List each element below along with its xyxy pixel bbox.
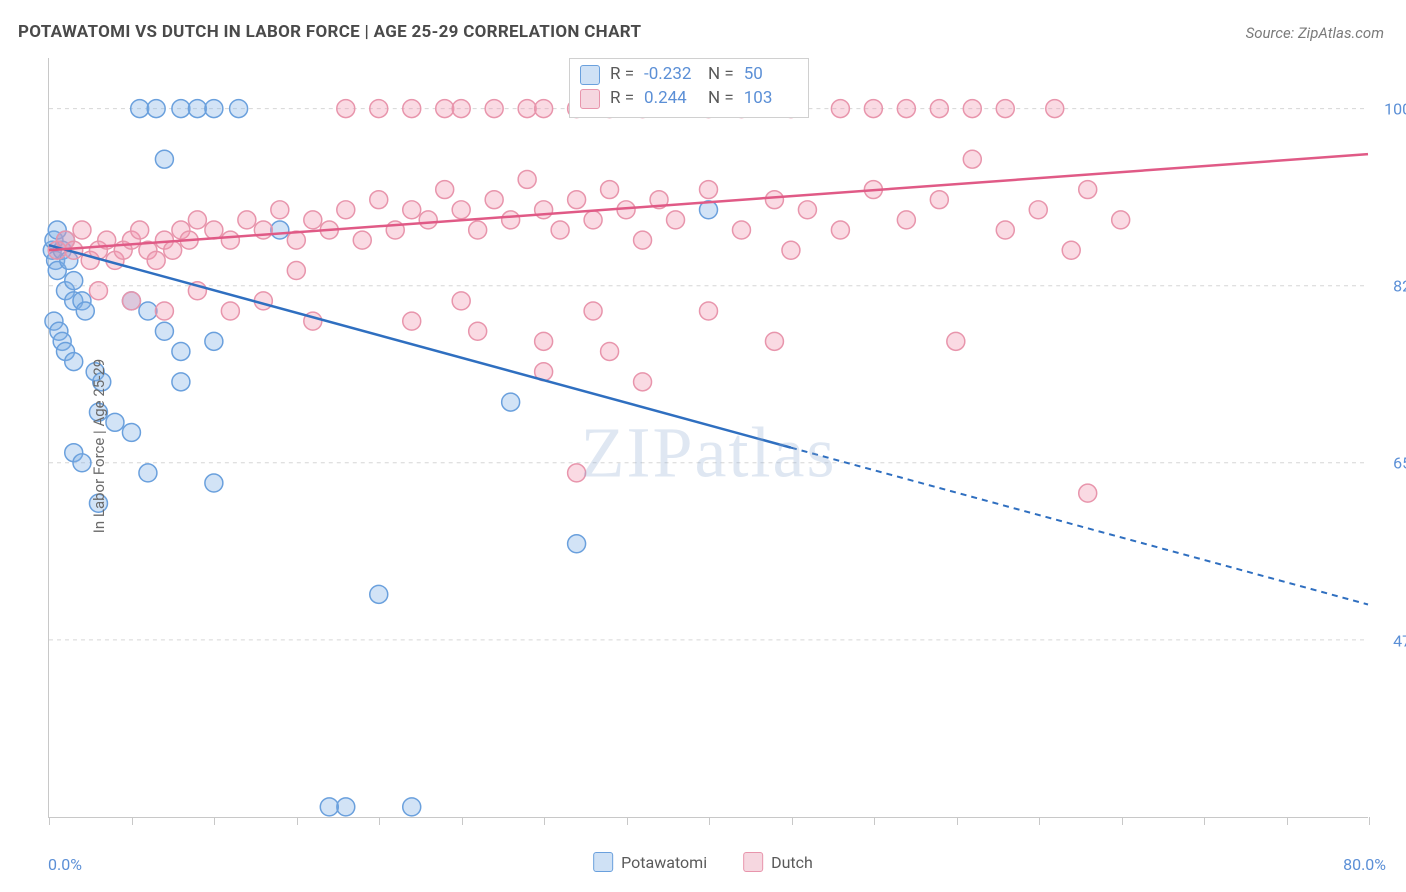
stats-r-value: 0.244 <box>644 87 698 111</box>
legend-item-dutch: Dutch <box>743 852 813 872</box>
legend-item-potawatomi: Potawatomi <box>593 852 707 872</box>
x-tick <box>1369 817 1370 825</box>
x-tick <box>627 817 628 825</box>
x-tick <box>792 817 793 825</box>
swatch-icon <box>743 852 763 872</box>
legend-label: Dutch <box>771 853 813 872</box>
stats-box: R = -0.232 N = 50 R = 0.244 N = 103 <box>569 58 809 118</box>
y-tick-label: 65.0% <box>1393 454 1406 473</box>
swatch-icon <box>593 852 613 872</box>
source-label: Source: ZipAtlas.com <box>1246 24 1384 42</box>
legend: Potawatomi Dutch <box>593 852 813 872</box>
legend-label: Potawatomi <box>621 853 707 872</box>
x-tick <box>874 817 875 825</box>
y-tick-label: 82.5% <box>1393 277 1406 296</box>
x-tick <box>957 817 958 825</box>
x-max-label: 80.0% <box>1343 855 1386 874</box>
chart-svg <box>49 58 1368 817</box>
stats-r-label: R = <box>610 87 634 111</box>
x-tick <box>709 817 710 825</box>
x-tick <box>1039 817 1040 825</box>
stats-r-label: R = <box>610 63 634 87</box>
stats-r-value: -0.232 <box>644 63 698 87</box>
stats-row-0: R = -0.232 N = 50 <box>580 63 798 87</box>
chart-title: POTAWATOMI VS DUTCH IN LABOR FORCE | AGE… <box>18 22 641 42</box>
x-tick <box>297 817 298 825</box>
x-tick <box>379 817 380 825</box>
swatch-icon <box>580 89 600 109</box>
x-tick <box>1122 817 1123 825</box>
x-tick <box>1204 817 1205 825</box>
stats-n-value: 103 <box>744 87 798 111</box>
y-tick-label: 100.0% <box>1384 99 1406 118</box>
x-tick <box>49 817 50 825</box>
x-tick <box>132 817 133 825</box>
y-tick-label: 47.5% <box>1393 631 1406 650</box>
swatch-icon <box>580 65 600 85</box>
plot-area: R = -0.232 N = 50 R = 0.244 N = 103 ZIPa… <box>48 58 1368 818</box>
x-tick <box>462 817 463 825</box>
x-tick <box>1287 817 1288 825</box>
stats-row-1: R = 0.244 N = 103 <box>580 87 798 111</box>
x-tick <box>544 817 545 825</box>
stats-n-label: N = <box>708 87 734 111</box>
y-axis-label: In Labor Force | Age 25-29 <box>90 359 108 533</box>
stats-n-value: 50 <box>744 63 798 87</box>
stats-n-label: N = <box>708 63 734 87</box>
x-min-label: 0.0% <box>48 855 82 874</box>
x-tick <box>214 817 215 825</box>
